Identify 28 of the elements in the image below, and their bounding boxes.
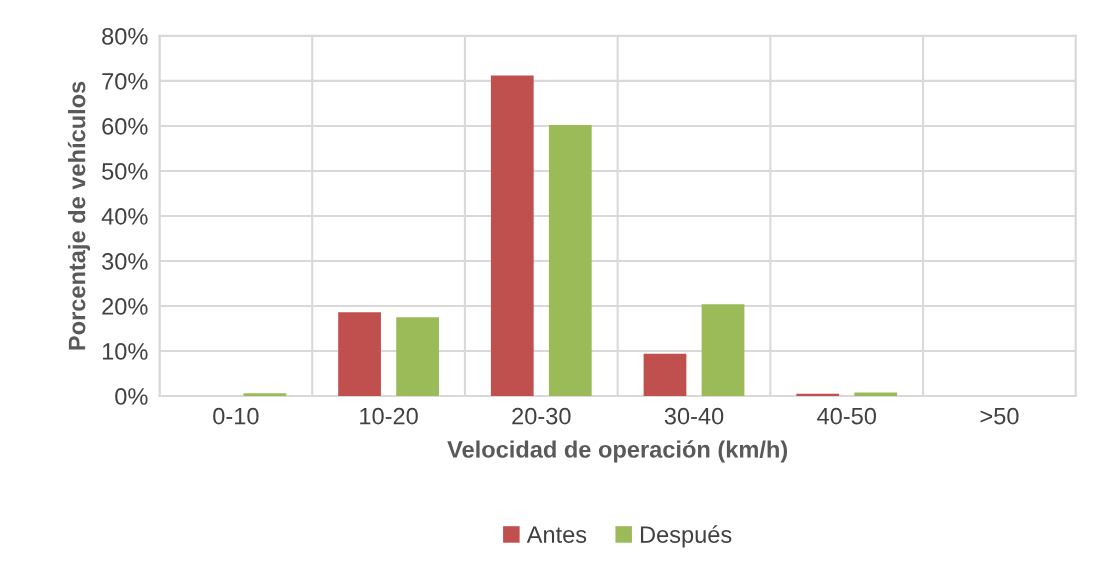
bar [854, 392, 898, 397]
bar [701, 304, 745, 397]
y-tick-label: 80% [102, 27, 148, 45]
bar [396, 317, 439, 397]
bar [796, 393, 840, 397]
bar [643, 353, 687, 397]
y-tick-label: 50% [102, 163, 148, 180]
x-axis-title: Velocidad de operación (km/h) [447, 440, 788, 463]
y-tick-label: 60% [102, 118, 148, 135]
x-tick-label: 0-10 [213, 407, 259, 425]
legend-label: Antes [526, 526, 587, 543]
bar [490, 75, 534, 397]
y-tick-label: 70% [102, 72, 148, 90]
y-tick-label: 0% [115, 388, 148, 405]
bar [338, 312, 381, 397]
x-tick-label: 40-50 [817, 407, 876, 425]
y-tick-label: 10% [102, 343, 148, 360]
bar [243, 393, 287, 397]
y-tick-label: 20% [102, 298, 148, 315]
y-tick-label: 40% [101, 208, 148, 225]
x-tick-label: 10-20 [360, 407, 418, 425]
x-tick-label: 30-40 [664, 407, 724, 425]
legend-label: Después [640, 525, 732, 548]
x-tick-label: 20-30 [512, 407, 571, 425]
y-tick-label: 30% [102, 253, 148, 270]
bar [548, 125, 592, 397]
x-tick-label: >50 [980, 407, 1019, 425]
y-axis-title: Porcentaje de vehículos [67, 81, 91, 350]
